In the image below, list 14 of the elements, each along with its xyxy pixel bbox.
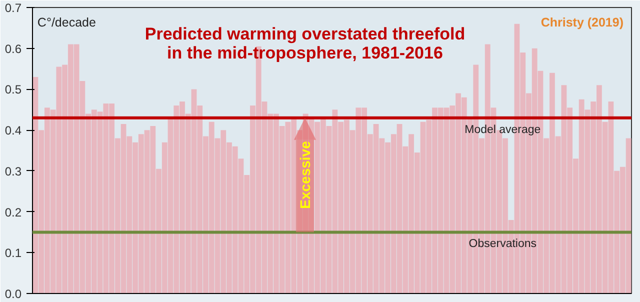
y-axis-title: C°/decade bbox=[37, 16, 96, 30]
ref-line-label: Model average bbox=[464, 124, 541, 136]
y-tick-label: 0.7 bbox=[4, 1, 22, 15]
text: Predicted warming overstated threefold in the mid-troposphere, 1981-2016 bbox=[144, 24, 466, 62]
y-tick-label: 0.0 bbox=[4, 287, 22, 301]
y-tick-label: 0.2 bbox=[4, 205, 22, 220]
y-tick-label: 0.4 bbox=[4, 124, 22, 138]
annotation: Excessive bbox=[296, 140, 313, 209]
y-tick-label: 0.1 bbox=[4, 246, 22, 260]
annotation: Christy (2019) bbox=[540, 16, 624, 30]
y-tick-label: 0.3 bbox=[4, 164, 22, 178]
ref-line-label: Observations bbox=[468, 238, 537, 250]
y-tick-label: 0.6 bbox=[4, 42, 22, 56]
y-tick-label: 0.5 bbox=[4, 82, 22, 97]
